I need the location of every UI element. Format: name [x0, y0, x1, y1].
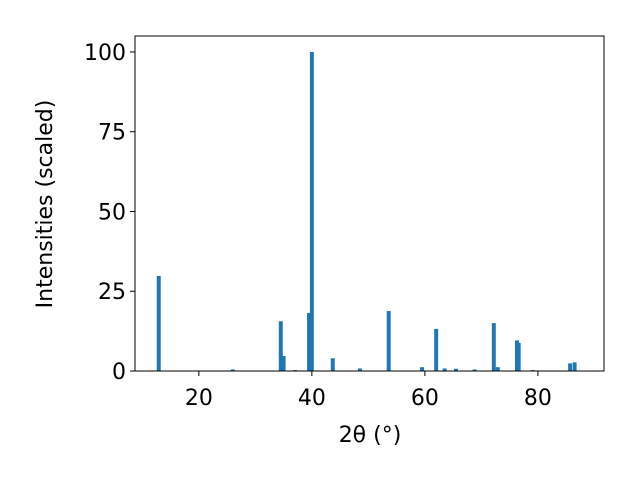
bar	[572, 362, 577, 371]
bar	[568, 363, 573, 371]
bar	[434, 328, 439, 371]
bar	[357, 368, 362, 371]
y-tick-label: 100	[84, 41, 126, 66]
bar	[420, 367, 425, 371]
x-tick-label: 40	[298, 386, 326, 411]
plot-frame	[134, 35, 605, 372]
bar	[516, 342, 521, 371]
bar	[491, 323, 496, 371]
x-tick-label: 20	[185, 386, 213, 411]
bar	[495, 367, 500, 371]
bar	[230, 369, 235, 371]
y-tick-label: 25	[98, 280, 126, 305]
bar	[442, 368, 447, 371]
y-tick-label: 75	[98, 121, 126, 146]
x-tick-label: 80	[524, 386, 552, 411]
x-tick-label: 60	[411, 386, 439, 411]
bar	[281, 356, 286, 371]
bar	[330, 358, 335, 371]
x-axis-label: 2θ (°)	[339, 423, 402, 448]
bar	[307, 312, 312, 371]
bar	[386, 311, 391, 371]
y-tick-label: 50	[98, 200, 126, 225]
bar	[309, 51, 314, 371]
bar	[278, 321, 283, 371]
bar	[453, 368, 458, 371]
y-axis-label: Intensities (scaled)	[33, 100, 58, 309]
bar	[156, 275, 161, 371]
y-tick-label: 0	[112, 360, 126, 385]
bar	[472, 369, 477, 371]
